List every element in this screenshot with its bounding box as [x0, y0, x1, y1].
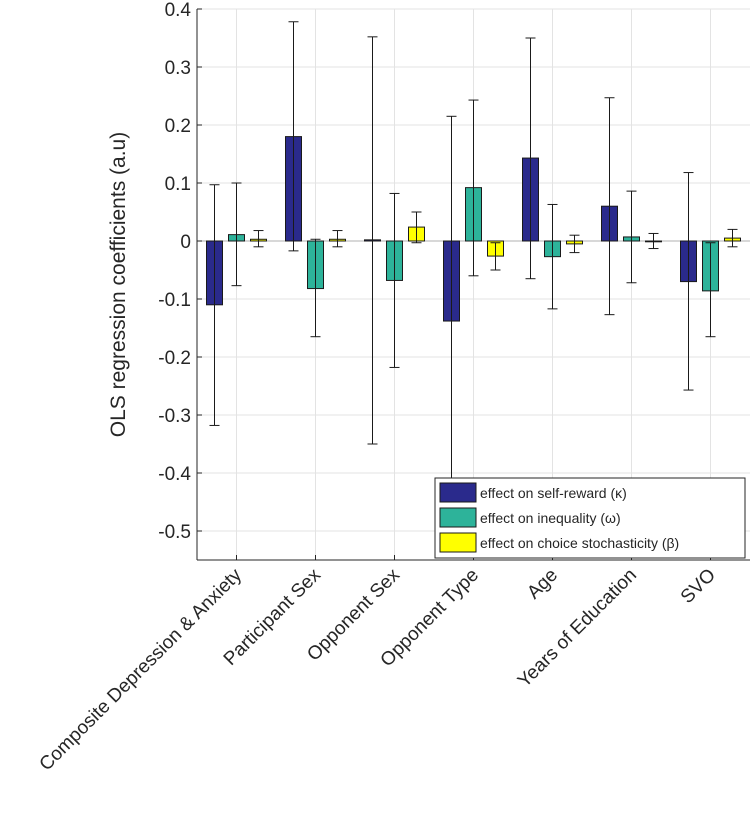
legend-swatch-0	[439, 482, 477, 503]
x-tick-label-4: Age	[523, 565, 562, 604]
y-tick-label-9: -0.5	[158, 522, 191, 543]
y-tick-label-0: 0.4	[165, 0, 192, 21]
y-tick-label-1: 0.3	[165, 58, 191, 79]
x-tick-label-6: SVO	[677, 565, 720, 608]
legend-label-1: effect on inequality (ω)	[480, 510, 621, 526]
legend-box	[434, 477, 746, 559]
y-tick-label-5: -0.1	[158, 290, 191, 311]
y-tick-label-3: 0.1	[165, 174, 191, 195]
y-axis-label: OLS regression coefficients (a.u)	[107, 132, 130, 437]
x-tick-label-0: Composite Depression & Anxiety	[36, 564, 247, 775]
legend-label-2: effect on choice stochasticity (β)	[480, 535, 679, 551]
y-tick-label-7: -0.3	[158, 406, 191, 427]
y-tick-label-8: -0.4	[158, 464, 191, 485]
y-tick-label-4: 0	[180, 232, 191, 253]
legend-swatch-2	[439, 532, 477, 553]
y-tick-label-6: -0.2	[158, 348, 191, 369]
legend-swatch-1	[439, 507, 477, 528]
y-tick-label-2: 0.2	[165, 116, 191, 137]
legend-label-0: effect on self-reward (κ)	[480, 485, 627, 501]
